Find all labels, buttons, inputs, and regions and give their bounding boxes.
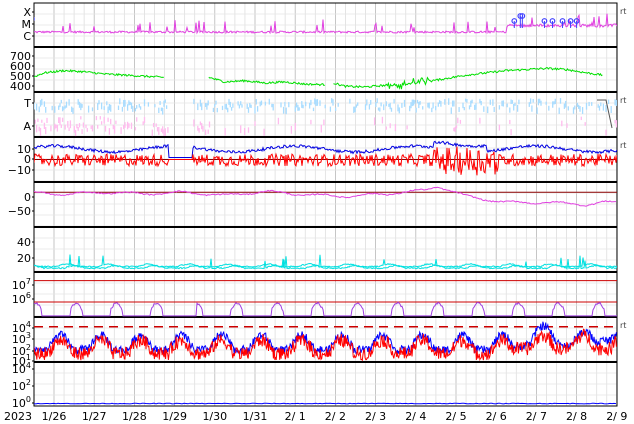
dst-index-line xyxy=(34,186,616,207)
plot-frame xyxy=(33,2,618,407)
panel-dst-index xyxy=(34,186,617,207)
solar-wind-speed-line xyxy=(34,69,164,79)
panel-proton-event xyxy=(34,402,617,405)
y-tick-label: 100 xyxy=(12,395,31,410)
y-axis-imf-components: 100−10 rt xyxy=(8,141,627,177)
panel-imf-direction-plot xyxy=(34,98,617,137)
flare-marker xyxy=(511,18,518,24)
y-axis-proton-event: 104 102 100 xyxy=(12,361,34,410)
y-axis-dst-index: 0−50 xyxy=(8,191,34,218)
proton-event-line xyxy=(34,402,617,405)
y-tick-label: M xyxy=(22,18,32,31)
x-tick-label: 1/29 xyxy=(162,410,187,423)
x-tick-label: 1/27 xyxy=(82,410,107,423)
x-tick-label: 2/ 7 xyxy=(526,410,547,423)
imf-bt-line xyxy=(34,140,617,158)
solar-wind-speed-line xyxy=(208,76,325,87)
y-tick-label: X xyxy=(23,6,31,19)
y-tick-label: 20 xyxy=(17,252,31,265)
panel-imf-components xyxy=(34,140,617,176)
y-tick-label: 500 xyxy=(10,70,31,83)
x-tick-label: 1/30 xyxy=(202,410,227,423)
y-tick-label: 102 xyxy=(12,378,31,393)
y-tick-label: 10 xyxy=(17,143,31,156)
panel-side-mark: rt xyxy=(620,96,626,105)
panel-electron-flux-plot xyxy=(34,254,617,270)
y-tick-label: −10 xyxy=(8,164,31,177)
x-tick-label: 2/ 1 xyxy=(285,410,306,423)
y-tick-label: A xyxy=(23,120,31,133)
panel-imf-components-plot xyxy=(34,140,617,176)
flare-marker xyxy=(541,18,548,24)
x-year-label: 2023 xyxy=(4,410,32,423)
electron-flux-line xyxy=(34,254,617,269)
x-tick-label: 2/ 9 xyxy=(606,410,627,423)
x-tick-label: 2/ 8 xyxy=(566,410,587,423)
y-tick-label: 400 xyxy=(10,80,31,93)
y-tick-label: 40 xyxy=(17,236,31,249)
solar-wind-speed-line xyxy=(333,67,603,90)
x-tick-label: 2/ 4 xyxy=(405,410,426,423)
y-tick-label: 106 xyxy=(12,291,31,306)
y-tick-label: 0 xyxy=(24,153,31,166)
flare-marker xyxy=(34,17,35,21)
y-tick-label: 104 xyxy=(12,361,31,376)
panel-side-mark: rt xyxy=(620,141,626,150)
x-tick-label: 1/28 xyxy=(122,410,147,423)
y-tick-label: 0 xyxy=(24,191,31,204)
y-tick-label: 107 xyxy=(12,277,31,292)
flare-marker xyxy=(519,13,526,19)
panel-solar-wind-speed-plot xyxy=(34,67,603,90)
proton-flux-line xyxy=(34,301,617,317)
panel-dst-index-plot xyxy=(34,186,617,207)
y-tick-label: T xyxy=(23,97,31,110)
x-tick-label: 1/31 xyxy=(243,410,268,423)
flare-marker xyxy=(559,18,566,24)
panel-electron-flux-log xyxy=(34,321,617,362)
y-tick-label: −50 xyxy=(8,205,31,218)
panel-proton-event-plot xyxy=(34,402,617,405)
flare-marker xyxy=(573,18,580,24)
y-tick-label: C xyxy=(23,30,31,43)
panel-proton-flux-log xyxy=(34,280,617,317)
panel-electron-flux xyxy=(34,254,617,270)
x-tick-label: 2/ 2 xyxy=(325,410,346,423)
x-tick-label: 2/ 6 xyxy=(486,410,507,423)
panel-xray-class-plot xyxy=(34,13,617,35)
y-tick-label: 700 xyxy=(10,50,31,63)
x-tick-label: 1/26 xyxy=(42,410,67,423)
panel-side-mark: rt xyxy=(620,321,626,330)
x-tick-label: 2/ 5 xyxy=(445,410,466,423)
panel-imf-direction xyxy=(34,98,617,137)
x-tick-label: 2/ 3 xyxy=(365,410,386,423)
flare-marker xyxy=(549,18,556,24)
electron-flux-low-energy-line xyxy=(34,328,617,362)
y-tick-label: 600 xyxy=(10,60,31,73)
panel-side-mark: rt xyxy=(620,7,626,16)
panel-electron-flux-log-plot xyxy=(34,321,617,362)
panel-solar-wind-speed xyxy=(34,67,603,90)
panel-proton-flux-log-plot xyxy=(34,280,617,317)
imf-bz-line xyxy=(34,146,617,176)
x-axis: 2023 1/26 1/27 1/28 1/29 1/30 1/31 2/ 1 2/ 2 2/ 3… xyxy=(4,410,627,423)
flare-marker xyxy=(567,18,574,24)
imf-sector-trace xyxy=(597,99,613,129)
panel-xray-class xyxy=(34,13,617,35)
